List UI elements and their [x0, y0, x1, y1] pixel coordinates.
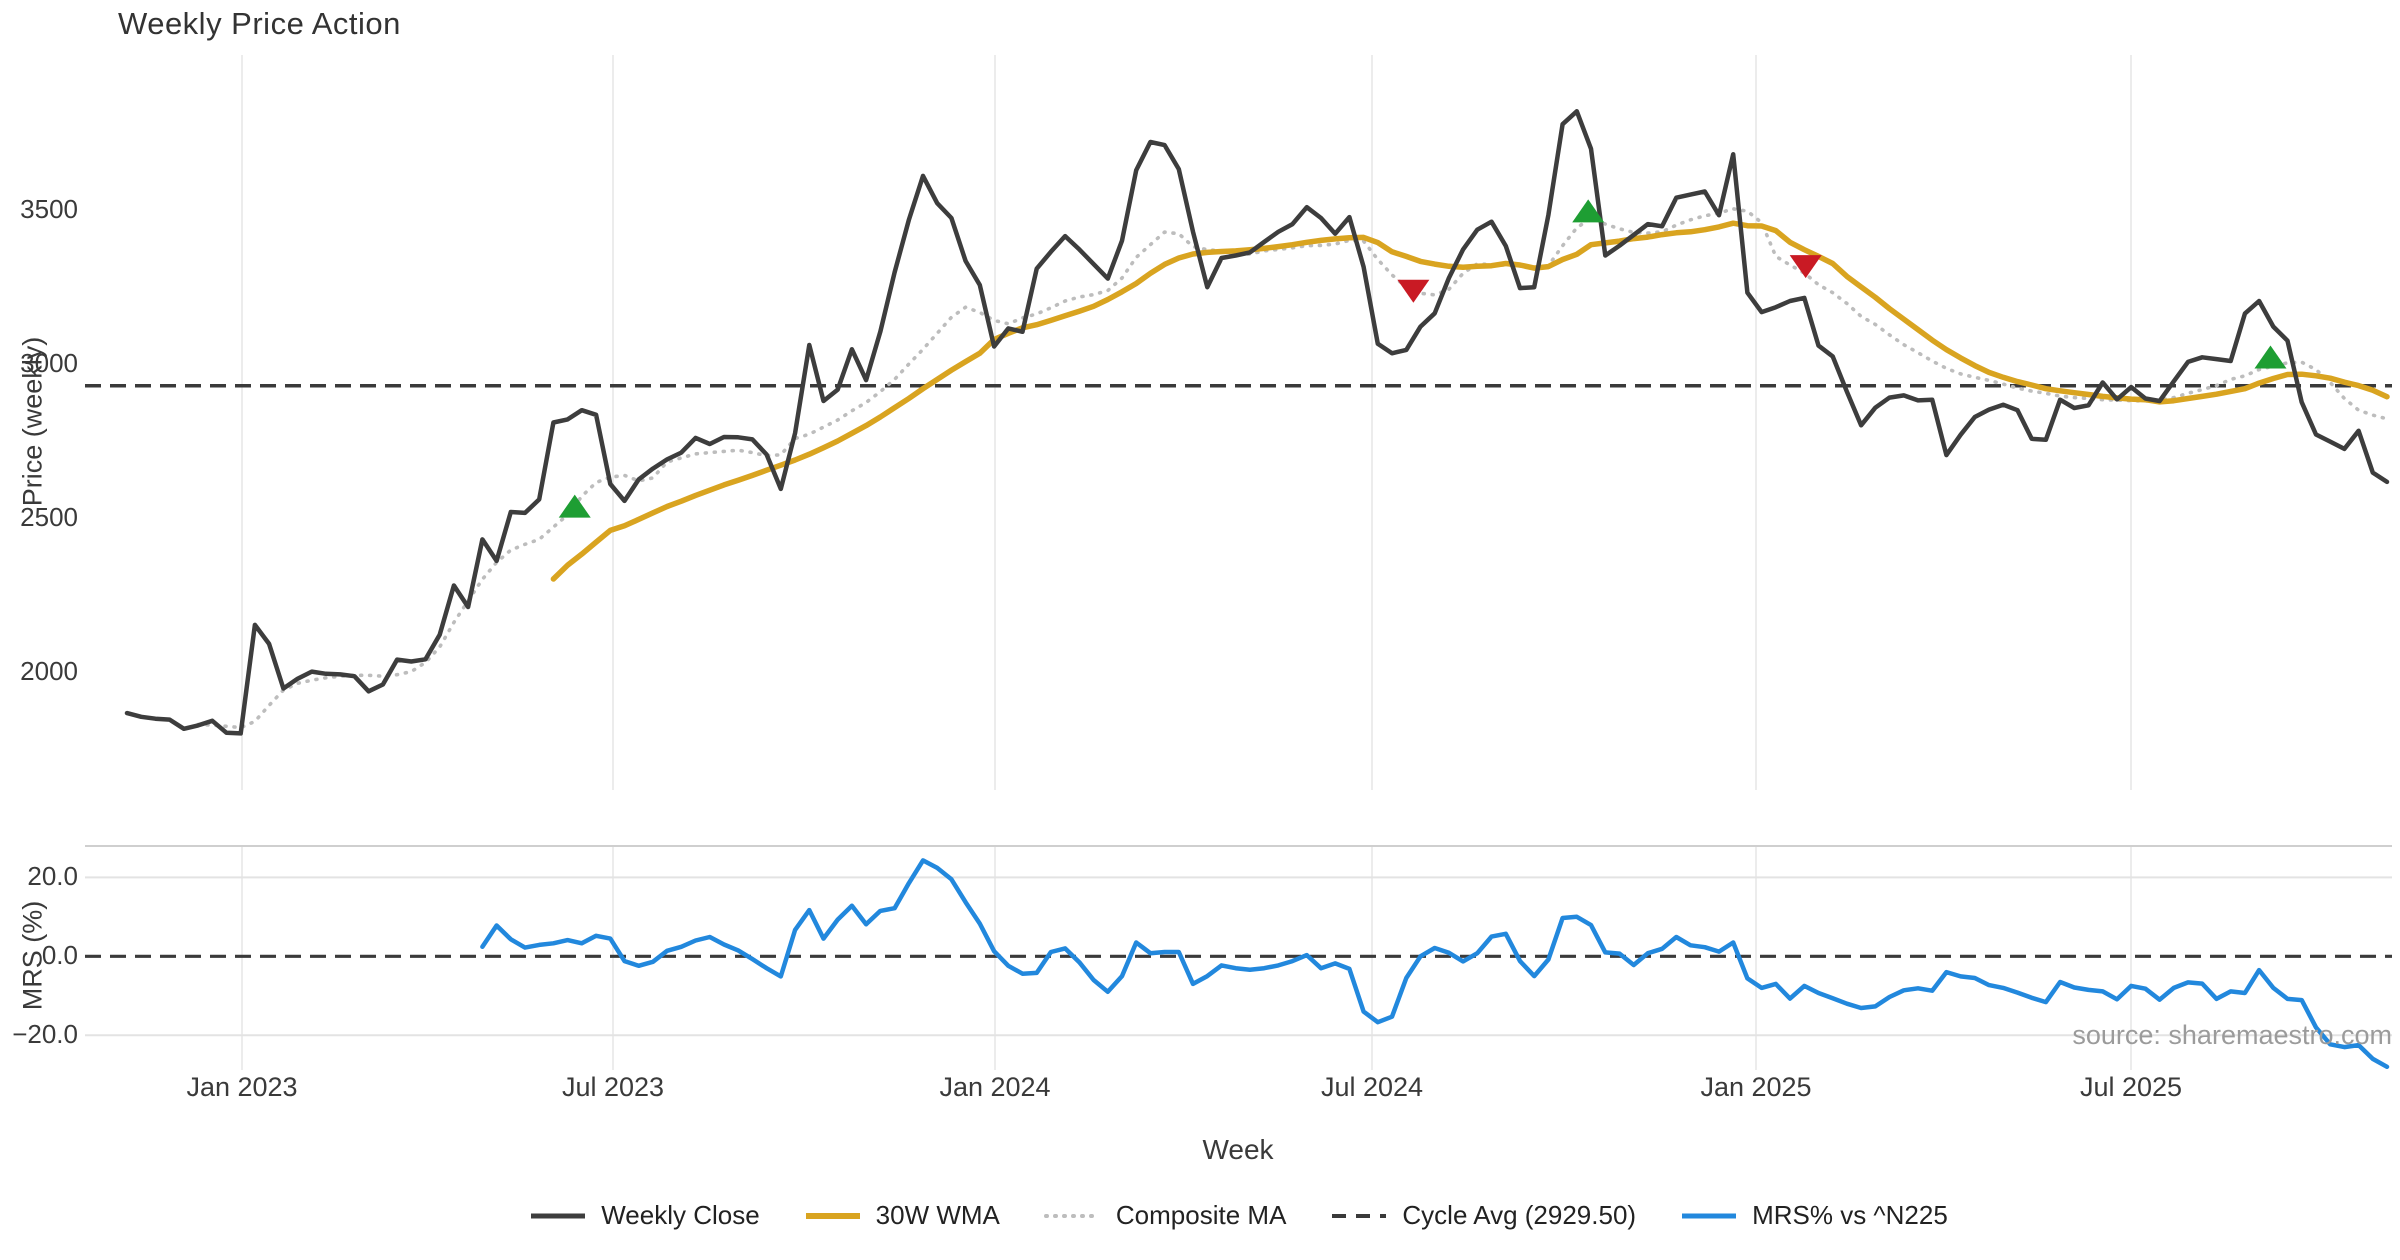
buy-marker-icon [2254, 345, 2287, 369]
mrs-line [480, 858, 2390, 1070]
source-annotation: source: sharemaestro.com [2072, 1020, 2392, 1050]
legend-label: Cycle Avg (2929.50) [1402, 1200, 1637, 1230]
mrs-ytick: −20.0 [12, 1019, 78, 1049]
mrs-ytick: 0.0 [41, 940, 78, 970]
composite-ma-line [196, 206, 2389, 730]
sell-marker-icon [1789, 255, 1822, 279]
x-tick: Jul 2025 [2079, 1072, 2183, 1102]
legend-swatch-dark-icon [531, 1213, 586, 1218]
x-tick: Jul 2023 [561, 1072, 665, 1102]
price-ytick: 2000 [20, 656, 78, 686]
page-title: Weekly Price Action [118, 6, 401, 41]
legend-swatch-dotted-icon [1043, 1213, 1102, 1218]
legend-item: 30W WMA [804, 1200, 1000, 1231]
x-tick: Jul 2024 [1320, 1072, 1424, 1102]
buy-marker-icon [558, 494, 591, 518]
legend-item: MRS% vs ^N225 [1680, 1200, 1948, 1231]
price-axis-label: Price (weekly) [17, 336, 48, 507]
price-ytick: 3000 [20, 348, 78, 378]
x-axis-label: Week [1202, 1134, 1274, 1165]
x-tick: Jan 2024 [939, 1072, 1051, 1102]
weekly-close-line [124, 109, 2390, 736]
price-ytick: 3500 [20, 194, 78, 224]
x-tick: Jan 2023 [186, 1072, 298, 1102]
price-ytick: 2500 [20, 502, 78, 532]
mrs-ytick: 20.0 [27, 861, 78, 891]
legend-swatch-gold-icon [805, 1212, 860, 1219]
wma-line [550, 220, 2390, 582]
chart-legend: Weekly Close 30W WMA Composite MA Cycle Avg… [85, 1200, 2392, 1231]
legend-label: Weekly Close [601, 1200, 760, 1230]
legend-label: MRS% vs ^N225 [1752, 1200, 1948, 1230]
legend-item: Cycle Avg (2929.50) [1330, 1200, 1636, 1231]
sell-marker-icon [1397, 279, 1430, 303]
legend-swatch-blue-icon [1682, 1213, 1737, 1218]
legend-label: 30W WMA [875, 1200, 1000, 1230]
buy-marker-icon [1572, 199, 1605, 223]
legend-label: Composite MA [1115, 1200, 1287, 1230]
legend-item: Composite MA [1043, 1200, 1287, 1231]
x-tick: Jan 2025 [1700, 1072, 1812, 1102]
legend-swatch-dashed-icon [1332, 1213, 1387, 1218]
legend-item: Weekly Close [529, 1200, 760, 1231]
